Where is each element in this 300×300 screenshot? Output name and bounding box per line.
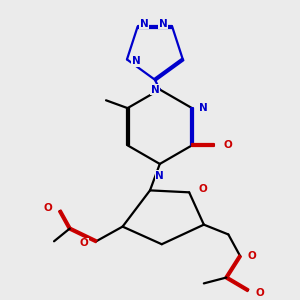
Text: O: O: [248, 251, 257, 261]
Text: O: O: [43, 203, 52, 213]
Text: O: O: [80, 238, 88, 248]
Text: O: O: [224, 140, 232, 150]
Text: O: O: [199, 184, 208, 194]
Text: N: N: [155, 171, 164, 181]
Text: N: N: [158, 19, 167, 28]
Text: O: O: [256, 288, 265, 298]
Text: N: N: [151, 85, 159, 94]
Text: N: N: [199, 103, 208, 113]
Text: N: N: [132, 56, 141, 66]
Text: N: N: [140, 19, 148, 28]
